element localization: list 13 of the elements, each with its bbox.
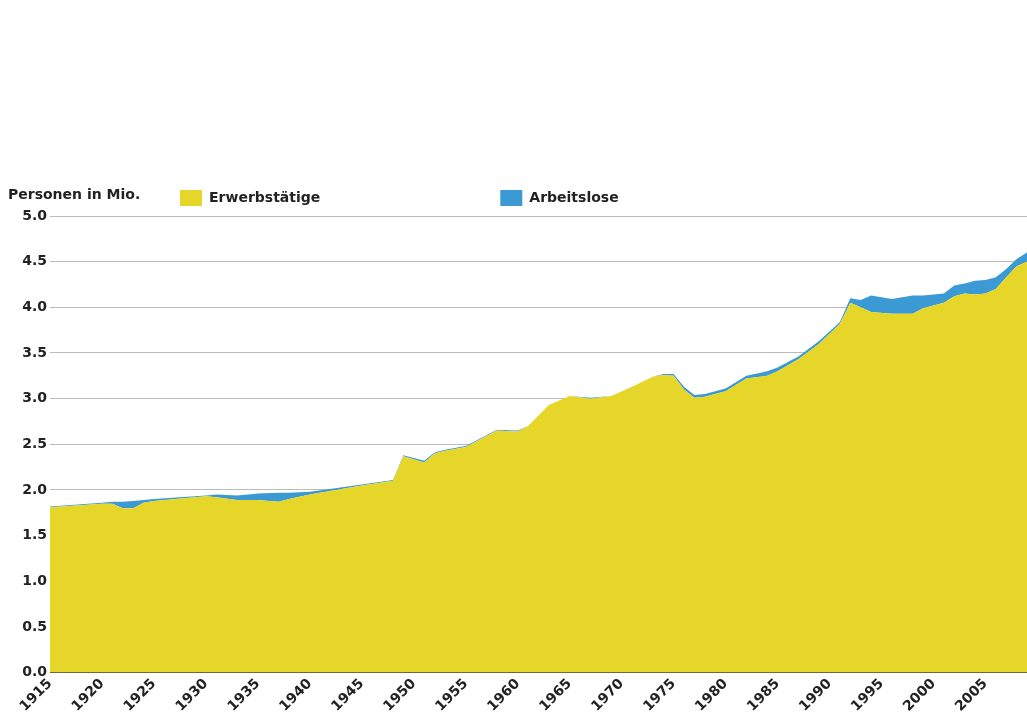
y-tick-label: 0.5	[22, 617, 47, 634]
y-tick-label: 3.5	[22, 343, 47, 360]
y-tick-label: 2.5	[22, 434, 47, 451]
y-tick-label: 3.0	[22, 389, 48, 406]
y-tick-label: 2.0	[22, 480, 48, 497]
legend-label: Erwerbstätige	[209, 188, 321, 205]
y-tick-label: 5.0	[22, 206, 48, 223]
y-tick-label: 4.0	[22, 297, 48, 314]
y-tick-label: 1.5	[22, 526, 47, 543]
y-axis-title: Personen in Mio.	[8, 185, 141, 202]
y-tick-label: 4.5	[22, 252, 47, 269]
y-tick-label: 1.0	[22, 571, 48, 588]
legend-label: Arbeitslose	[529, 188, 619, 205]
